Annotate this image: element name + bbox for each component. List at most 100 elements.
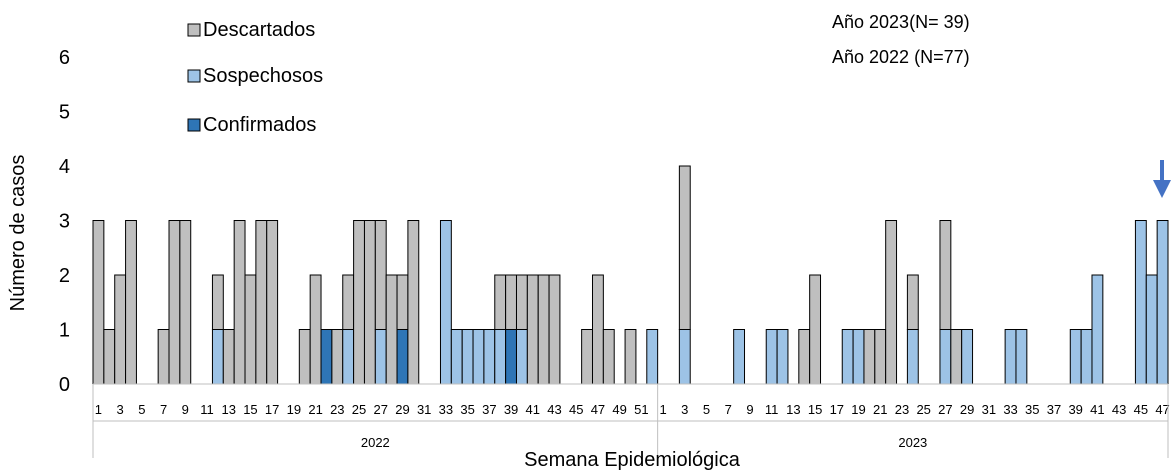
x-axis-title: Semana Epidemiológica: [524, 449, 741, 471]
bar-segment: [211, 274, 224, 330]
x-tick-label: 51: [634, 402, 648, 417]
bar-segment: [396, 274, 409, 330]
bar-segment: [602, 329, 615, 385]
bar-segment: [494, 329, 507, 385]
bar-segment: [548, 274, 561, 385]
bar-segment: [494, 274, 507, 330]
bar-segment: [1156, 220, 1169, 385]
bar-segment: [374, 329, 387, 385]
bar-segment: [863, 329, 876, 385]
x-tick-label: 43: [547, 402, 561, 417]
bar-segment: [309, 274, 322, 385]
x-tick-label: 11: [765, 402, 779, 417]
bar-segment: [244, 274, 257, 385]
x-tick-label: 41: [1090, 402, 1104, 417]
bar-segment: [157, 329, 170, 385]
bar-segment: [852, 329, 865, 385]
x-tick-label: 17: [265, 402, 279, 417]
x-tick-label: 9: [746, 402, 753, 417]
x-tick-label: 21: [308, 402, 322, 417]
y-axis-title: Número de casos: [7, 155, 29, 312]
bar-segment: [505, 329, 517, 385]
bar-segment: [515, 274, 528, 330]
x-tick-label: 27: [374, 402, 388, 417]
legend-swatch-sospechosos: [187, 69, 201, 83]
bar-segment: [320, 329, 333, 385]
bar-segment: [906, 274, 919, 330]
y-tick-label: 2: [59, 265, 70, 287]
bar-segment: [678, 165, 691, 330]
x-tick-label: 29: [395, 402, 409, 417]
bar-segment: [624, 329, 637, 385]
bar-segment: [461, 329, 474, 385]
x-tick-label: 33: [1003, 402, 1017, 417]
x-tick-label: 37: [1047, 402, 1061, 417]
bar-segment: [776, 329, 789, 385]
bar-segment: [581, 329, 593, 385]
bar-segment: [374, 220, 387, 330]
bar-segment: [841, 329, 854, 385]
x-tick-label: 13: [221, 402, 235, 417]
bar-segment: [1015, 329, 1028, 385]
bar-segment: [809, 274, 822, 385]
x-tick-label: 47: [591, 402, 605, 417]
bar-segment: [885, 220, 898, 385]
x-tick-label: 15: [243, 402, 257, 417]
bar-segment: [255, 220, 268, 385]
x-tick-label: 9: [182, 402, 189, 417]
bar-segment: [515, 329, 528, 385]
legend-label-descartados: Descartados: [203, 19, 315, 41]
x-tick-label: 23: [895, 402, 909, 417]
bar-segment: [168, 220, 181, 385]
bar-segment: [439, 220, 452, 385]
bar-segment: [1145, 274, 1158, 385]
y-tick-label: 3: [59, 211, 70, 233]
bars: [92, 165, 1169, 385]
x-tick-label: 45: [1134, 402, 1148, 417]
x-tick-label: 7: [160, 402, 167, 417]
y-tick-label: 5: [59, 102, 70, 124]
bar-segment: [363, 220, 376, 385]
x-tick-label: 31: [982, 402, 996, 417]
bar-segment: [765, 329, 778, 385]
bar-segment: [939, 329, 952, 385]
x-tick-label: 43: [1112, 402, 1126, 417]
annotation-2023: Año 2023(N= 39): [832, 12, 970, 32]
year-group-label: 2022: [361, 435, 390, 450]
x-tick-label: 19: [287, 402, 301, 417]
bar-segment: [450, 329, 463, 385]
x-tick-label: 41: [526, 402, 540, 417]
x-tick-label: 35: [460, 402, 474, 417]
bar-segment: [266, 220, 279, 385]
arrow-indicator: [1153, 160, 1171, 198]
x-tick-label: 39: [1068, 402, 1082, 417]
x-tick-label: 33: [439, 402, 453, 417]
bar-segment: [125, 220, 137, 385]
bar-segment: [114, 274, 127, 385]
x-tick-label: 1: [659, 402, 666, 417]
bar-segment: [233, 220, 246, 385]
legend-swatch-descartados: [187, 23, 201, 37]
bar-segment: [646, 329, 659, 385]
bar-segment: [483, 329, 496, 385]
x-tick-label: 37: [482, 402, 496, 417]
bar-segment: [678, 329, 691, 385]
legend-label-confirmados: Confirmados: [203, 114, 316, 136]
x-tick-label: 49: [612, 402, 626, 417]
bar-segment: [537, 274, 550, 385]
x-tick-label: 45: [569, 402, 583, 417]
bar-segment: [331, 329, 344, 385]
x-tick-label: 5: [138, 402, 145, 417]
bar-segment: [591, 274, 604, 385]
bar-segment: [92, 220, 105, 385]
bar-segment: [353, 220, 365, 385]
x-tick-label: 5: [703, 402, 710, 417]
x-tick-label: 11: [200, 402, 214, 417]
y-tick-label: 1: [59, 320, 70, 342]
bar-segment: [874, 329, 887, 385]
x-tick-label: 35: [1025, 402, 1039, 417]
bar-segment: [1080, 329, 1093, 385]
bar-segment: [407, 220, 420, 385]
legend: Descartados Sospechosos Confirmados: [187, 19, 323, 136]
